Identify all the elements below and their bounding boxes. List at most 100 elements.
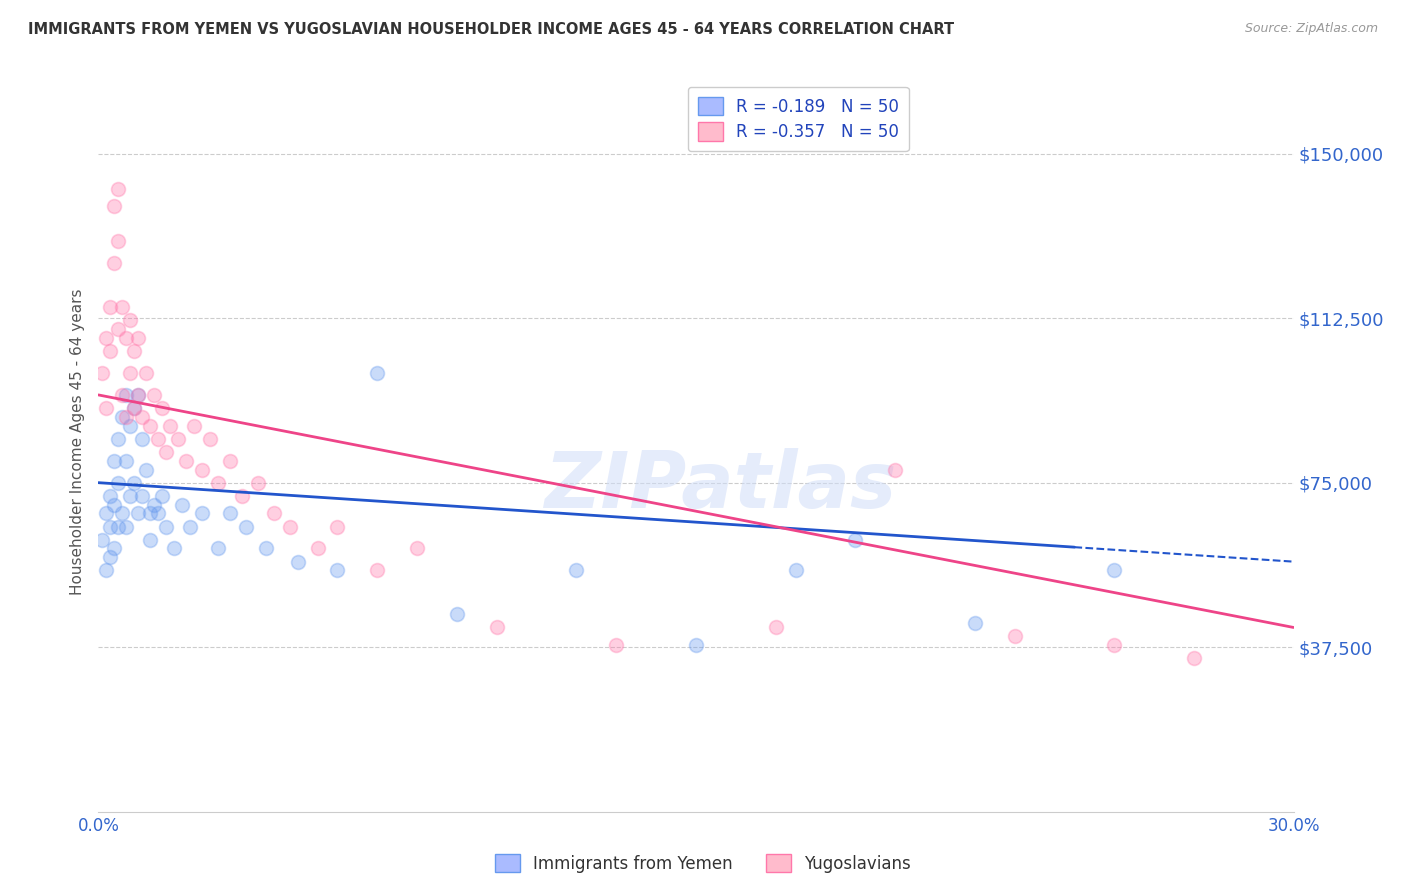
Point [107,235,129,249]
Point [1182,651,1205,665]
Point [103,541,125,556]
Point [246,475,269,490]
Point [98,344,122,359]
Point [96,331,118,345]
Point [139,418,162,433]
Point [115,409,138,424]
Point [96,507,118,521]
Point [219,454,242,468]
Point [159,418,181,433]
Point [765,620,787,634]
Point [235,519,257,533]
Point [131,432,153,446]
Text: IMMIGRANTS FROM YEMEN VS YUGOSLAVIAN HOUSEHOLDER INCOME AGES 45 - 64 YEARS CORRE: IMMIGRANTS FROM YEMEN VS YUGOSLAVIAN HOU… [28,22,955,37]
Point [231,489,253,503]
Point [103,498,125,512]
Point [139,507,162,521]
Point [124,401,146,415]
Point [98,550,122,565]
Point [148,507,170,521]
Point [111,388,134,402]
Point [96,563,118,577]
Point [120,489,142,503]
Point [155,445,177,459]
Point [98,489,122,503]
Point [91,533,114,547]
Point [115,331,138,345]
Point [131,489,153,503]
Point [167,432,190,446]
Point [172,498,194,512]
Point [98,300,122,314]
Point [107,182,129,196]
Point [107,475,129,490]
Point [148,432,170,446]
Point [155,519,177,533]
Point [143,498,166,512]
Point [263,507,285,521]
Point [124,475,146,490]
Point [278,519,301,533]
Point [326,563,349,577]
Point [135,366,157,380]
Point [183,418,205,433]
Point [103,454,125,468]
Point [406,541,429,556]
Point [219,507,242,521]
Point [124,401,146,415]
Point [103,199,125,213]
Legend: Immigrants from Yemen, Yugoslavians: Immigrants from Yemen, Yugoslavians [488,847,918,880]
Point [785,563,807,577]
Point [131,409,153,424]
Point [198,432,221,446]
Point [884,462,907,476]
Point [127,507,149,521]
Point [207,541,229,556]
Point [96,401,118,415]
Point [446,607,468,622]
Point [685,638,707,652]
Point [1104,638,1126,652]
Point [605,638,627,652]
Point [98,519,122,533]
Point [127,388,149,402]
Point [120,366,142,380]
Point [135,462,157,476]
Point [150,489,173,503]
Point [91,366,114,380]
Point [254,541,277,556]
Y-axis label: Householder Income Ages 45 - 64 years: Householder Income Ages 45 - 64 years [69,288,84,595]
Point [127,331,149,345]
Point [115,454,138,468]
Point [115,519,138,533]
Point [1104,563,1126,577]
Point [103,256,125,270]
Point [111,409,134,424]
Point [127,388,149,402]
Point [326,519,349,533]
Point [207,475,229,490]
Point [143,388,166,402]
Point [124,344,146,359]
Point [307,541,329,556]
Point [174,454,197,468]
Point [963,616,986,631]
Point [191,462,214,476]
Point [111,300,134,314]
Point [120,418,142,433]
Point [565,563,588,577]
Point [366,366,388,380]
Point [139,533,162,547]
Text: ZIPatlas: ZIPatlas [544,448,896,524]
Point [844,533,866,547]
Text: Source: ZipAtlas.com: Source: ZipAtlas.com [1244,22,1378,36]
Point [179,519,201,533]
Point [107,519,129,533]
Legend: R = -0.189   N = 50, R = -0.357   N = 50: R = -0.189 N = 50, R = -0.357 N = 50 [688,87,908,151]
Point [111,507,134,521]
Point [485,620,508,634]
Point [163,541,186,556]
Point [287,555,309,569]
Point [107,432,129,446]
Point [366,563,388,577]
